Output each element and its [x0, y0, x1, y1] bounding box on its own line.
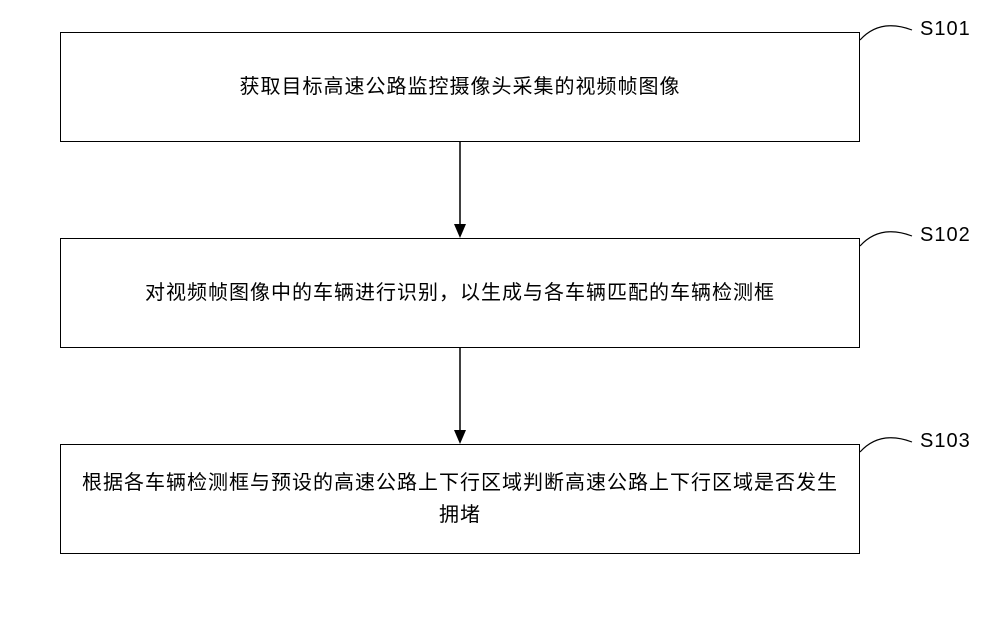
leader-s103	[0, 0, 1000, 619]
flowchart-container: 获取目标高速公路监控摄像头采集的视频帧图像 S101 对视频帧图像中的车辆进行识…	[0, 0, 1000, 619]
